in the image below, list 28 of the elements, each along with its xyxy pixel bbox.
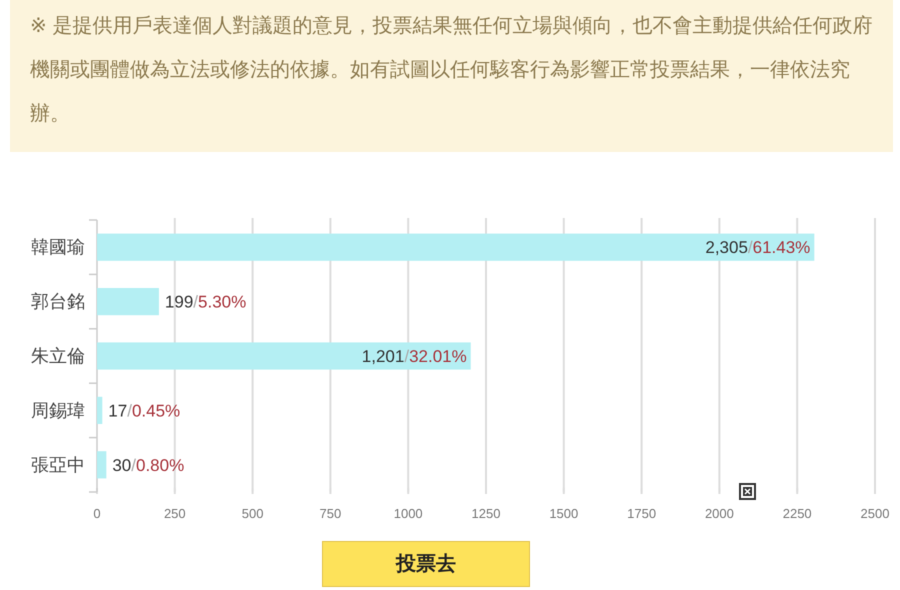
text: 投票去 <box>322 541 530 587</box>
y-tick-label: 郭台銘 <box>31 292 85 312</box>
x-tick-label: 2500 <box>860 506 890 521</box>
data-label: 199/5.30% <box>164 292 246 312</box>
x-tick-label: 500 <box>242 506 264 521</box>
x-tick-label: 1500 <box>549 506 578 521</box>
text: ※ 是提供用戶表達個人對議題的意見，投票結果無任何立場與傾向，也不會主動提供給任何政府機關或團體做為立法或修法的依據。如有試圖以任何駭客行為影響正常投票結果，一律依法究辦。 <box>10 0 893 152</box>
x-tick-label: 2250 <box>782 506 812 521</box>
data-label: 17/0.45% <box>108 401 180 420</box>
bar <box>97 234 814 261</box>
data-label: 30/0.80% <box>112 456 184 475</box>
x-tick-label: 1250 <box>472 506 500 521</box>
y-tick-label: 周錫瑋 <box>31 400 85 420</box>
y-tick-label: 朱立倫 <box>31 346 85 366</box>
data-label: 1,201/32.01% <box>362 347 467 366</box>
x-tick-label: 0 <box>93 506 101 521</box>
x-tick-label: 250 <box>164 506 186 521</box>
bar <box>97 288 159 316</box>
bar <box>97 451 106 478</box>
x-tick-label: 1750 <box>627 506 656 521</box>
x-tick-label: 1000 <box>394 506 423 521</box>
bar <box>97 396 102 424</box>
y-tick-label: 張亞中 <box>31 454 85 475</box>
x-tick-label: 2000 <box>704 506 734 521</box>
x-tick-label: 750 <box>320 506 342 521</box>
y-tick-label: 韓國瑜 <box>31 237 85 258</box>
data-label: 2,305/61.43% <box>705 238 810 258</box>
bar <box>97 342 471 370</box>
